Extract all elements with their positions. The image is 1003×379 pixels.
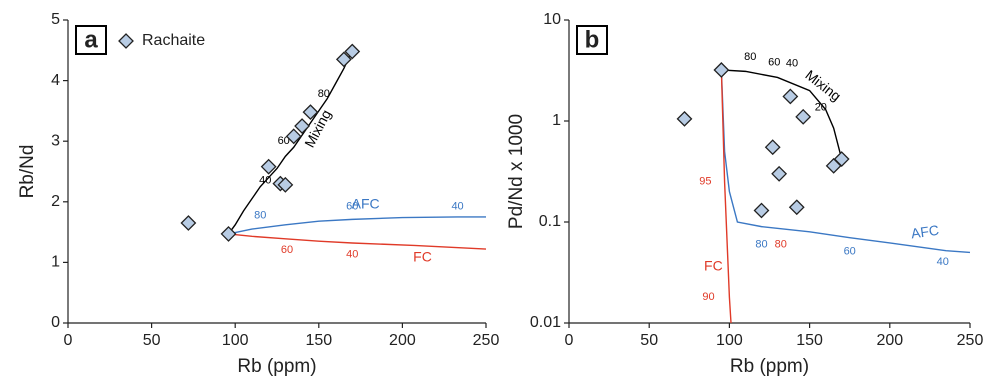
data-point (294, 118, 310, 134)
data-point (260, 158, 277, 175)
panel-label: b (585, 26, 600, 53)
curve (228, 216, 486, 235)
panel-label-box (75, 25, 107, 55)
legend-label: Rachaite (142, 32, 205, 49)
data-point (782, 88, 799, 105)
curve-point-label: 40 (937, 256, 949, 268)
x-axis-label: Rb (ppm) (237, 356, 316, 377)
data-point (302, 104, 319, 121)
panel-label-box (576, 25, 608, 55)
curve-point-label: 60 (844, 245, 856, 257)
x-tick-label: 200 (389, 332, 416, 349)
curve (228, 233, 487, 250)
data-point (277, 176, 294, 193)
curve-point-label: 80 (254, 210, 266, 222)
y-tick-label: 0.1 (539, 213, 561, 230)
y-tick-label: 4 (51, 72, 60, 89)
legend-marker (118, 33, 134, 49)
x-tick-label: 0 (64, 332, 73, 349)
curve-label: AFC (910, 222, 940, 242)
curve (721, 69, 843, 160)
data-point (335, 51, 352, 68)
curve-point-label: 40 (451, 201, 463, 213)
data-point (344, 43, 361, 60)
data-point (764, 139, 781, 156)
y-tick-label: 0 (51, 314, 60, 331)
curve-point-label: 90 (702, 291, 714, 303)
y-tick-label: 5 (51, 11, 60, 28)
curve-point-label: 60 (278, 135, 290, 147)
curve (720, 69, 971, 254)
curve-point-label: 60 (346, 201, 358, 213)
curve-point-label: 80 (775, 238, 787, 250)
data-point (833, 151, 850, 167)
curve-point-label: 80 (755, 238, 767, 250)
curve-point-label: 40 (786, 58, 798, 70)
curve-point-label: 60 (281, 244, 293, 256)
x-axis-label: Rb (ppm) (730, 356, 809, 377)
curve-point-label: 20 (815, 102, 827, 114)
curve-point-label: 95 (699, 176, 711, 188)
data-point (220, 225, 237, 242)
y-tick-label: 1 (552, 112, 561, 129)
y-tick-label: 1 (51, 254, 60, 271)
curve (227, 50, 353, 235)
curve-point-label: 40 (259, 174, 271, 186)
curve-point-label: 40 (346, 248, 358, 260)
panel-label: a (84, 26, 98, 53)
curve-point-label: 80 (744, 51, 756, 63)
curve-label: AFC (352, 196, 380, 212)
y-tick-label: 0.01 (530, 314, 561, 331)
curve-point-label: 60 (768, 56, 780, 68)
x-tick-label: 50 (143, 332, 161, 349)
curve-label: FC (413, 248, 432, 264)
y-tick-label: 2 (51, 193, 60, 210)
data-point (795, 108, 812, 125)
x-tick-label: 100 (716, 332, 743, 349)
curve (720, 69, 732, 324)
x-tick-label: 150 (796, 332, 823, 349)
x-tick-label: 250 (957, 332, 984, 349)
data-point (676, 110, 693, 127)
y-axis-label: Pd/Nd x 1000 (506, 114, 527, 229)
y-tick-label: 10 (543, 11, 561, 28)
data-point (753, 202, 770, 219)
data-point (771, 165, 788, 182)
data-point (713, 62, 730, 78)
x-tick-label: 250 (473, 332, 500, 349)
data-point (788, 199, 805, 216)
x-tick-label: 0 (565, 332, 574, 349)
x-tick-label: 200 (876, 332, 903, 349)
y-tick-label: 3 (51, 132, 60, 149)
curve-label: Mixing (802, 67, 844, 105)
curve-point-label: 80 (318, 88, 330, 100)
data-point (285, 128, 302, 145)
data-point (180, 215, 197, 231)
x-tick-label: 100 (222, 332, 249, 349)
curve-label: FC (704, 258, 723, 274)
x-tick-label: 150 (305, 332, 332, 349)
x-tick-label: 50 (640, 332, 658, 349)
y-axis-label: Rb/Nd (17, 145, 38, 199)
